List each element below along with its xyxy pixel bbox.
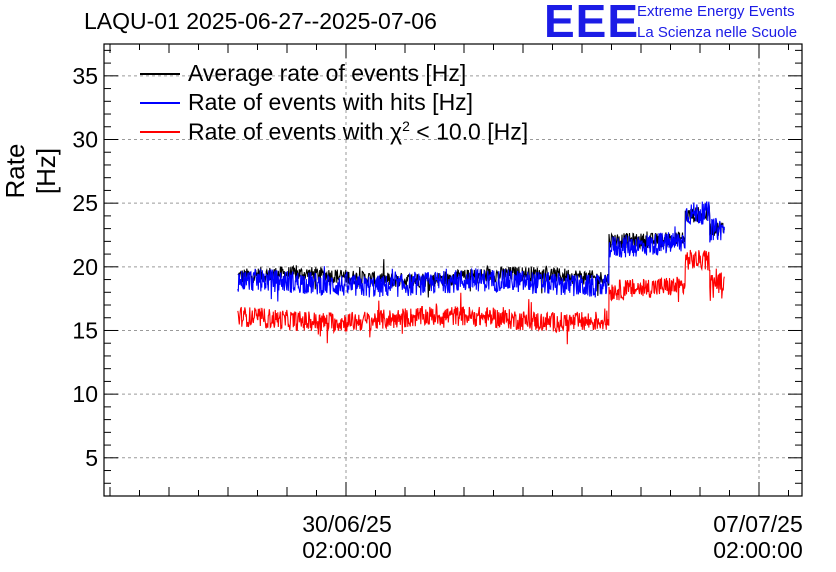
legend-label-chi2: Rate of events with χ2 < 10.0 [Hz] [188,118,528,146]
legend-swatch-blue [140,102,180,104]
x-tick-time-1: 02:00:00 [277,537,417,563]
x-tick-date-2: 07/07/25 [688,511,828,537]
logo-line-2: La Scienza nelle Scuole [637,24,797,41]
y-tick-label-0: 5 [85,445,98,471]
legend-chi2-symbol: χ [390,119,402,145]
legend-chi2-sup: 2 [402,118,410,134]
x-tick-date-1: 30/06/25 [277,511,417,537]
legend-swatch-red [140,131,180,133]
y-tick-label-3: 20 [72,254,98,280]
y-tick-label-5: 30 [72,126,98,152]
legend-label-average: Average rate of events [Hz] [188,60,466,87]
eee-logo: EEE Extreme Energy Events La Scienza nel… [544,0,836,48]
legend-chi2-prefix: Rate of events with [188,119,390,145]
logo-mark: EEE [544,0,639,48]
x-tick-label-1: 30/06/25 02:00:00 [277,511,417,563]
legend-label-hits: Rate of events with hits [Hz] [188,89,473,116]
y-tick-label-1: 10 [72,381,98,407]
chart-title: LAQU-01 2025-06-27--2025-07-06 [84,8,437,35]
y-tick-label-2: 15 [72,317,98,343]
x-tick-time-2: 02:00:00 [688,537,828,563]
y-axis-label: Rate [Hz] [0,126,62,216]
legend-swatch-black [140,73,180,75]
y-tick-label-6: 35 [72,63,98,89]
logo-line-1: Extreme Energy Events [637,3,795,20]
x-tick-label-2: 07/07/25 02:00:00 [688,511,828,563]
series-line-1 [238,202,725,302]
y-tick-label-4: 25 [72,190,98,216]
legend-chi2-suffix: < 10.0 [Hz] [410,119,528,145]
